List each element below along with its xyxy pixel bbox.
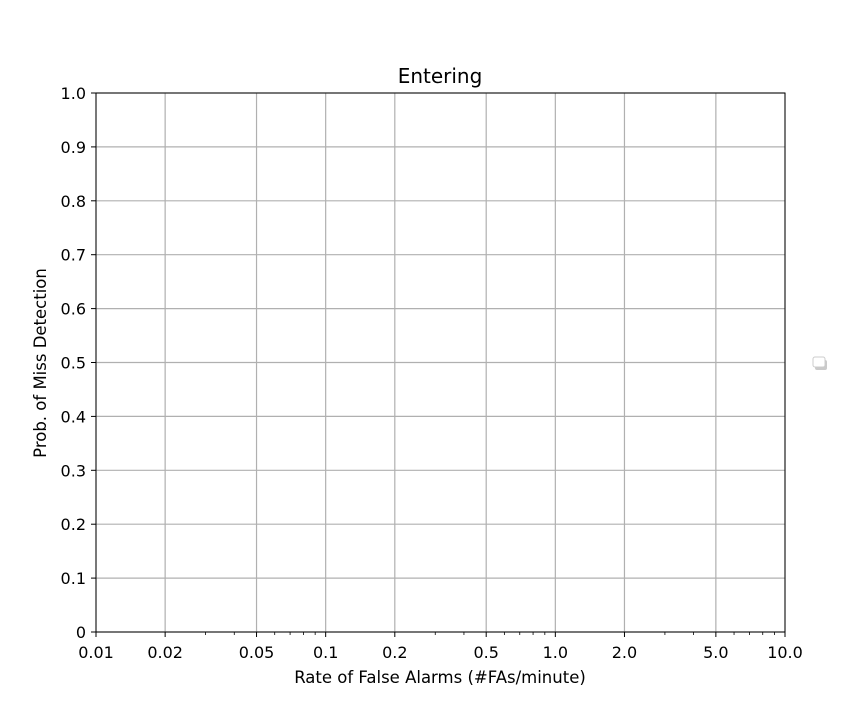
y-tick-label: 0.1 xyxy=(61,569,86,588)
y-tick-label: 0 xyxy=(76,623,86,642)
x-tick-label: 0.05 xyxy=(239,643,275,662)
y-tick-label: 0.9 xyxy=(61,138,86,157)
x-tick-label: 0.02 xyxy=(147,643,183,662)
y-tick-label: 0.6 xyxy=(61,300,86,319)
plot-frame xyxy=(95,92,786,633)
y-tick-label: 0.3 xyxy=(61,461,86,480)
y-tick-label: 0.4 xyxy=(61,407,86,426)
x-tick-label: 1.0 xyxy=(543,643,568,662)
tick-labels: 0.01 0.02 0.05 0.1 0.2 0.5 1.0 2.0 5.0 10.0 0 0.1 0.… xyxy=(61,84,803,662)
y-tick-label: 0.7 xyxy=(61,246,86,265)
x-axis-label: Rate of False Alarms (#FAs/minute) xyxy=(294,668,586,687)
x-tick-label: 0.01 xyxy=(78,643,114,662)
y-tick-label: 0.5 xyxy=(61,354,86,373)
x-tick-label: 10.0 xyxy=(767,643,803,662)
chart-title: Entering xyxy=(398,64,483,88)
x-tick-label: 0.1 xyxy=(313,643,338,662)
x-tick-label: 2.0 xyxy=(612,643,637,662)
tick-marks xyxy=(91,92,786,637)
y-tick-label: 0.2 xyxy=(61,515,86,534)
x-tick-label: 5.0 xyxy=(703,643,728,662)
y-tick-label: 0.8 xyxy=(61,192,86,211)
legend-box xyxy=(812,356,827,370)
y-axis-label: Prob. of Miss Detection xyxy=(31,268,50,458)
y-tick-label: 1.0 xyxy=(61,84,86,103)
x-tick-label: 0.2 xyxy=(382,643,407,662)
x-tick-label: 0.5 xyxy=(473,643,498,662)
grid-lines xyxy=(95,92,786,633)
